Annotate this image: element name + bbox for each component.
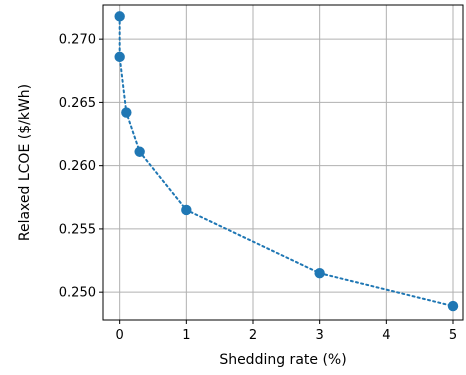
x-tick-label: 4 [382, 328, 390, 343]
x-tick-label: 5 [449, 328, 457, 343]
data-point [114, 11, 125, 22]
x-tick-label: 0 [116, 328, 124, 343]
plot-frame [102, 4, 464, 321]
y-tick-label: 0.260 [59, 159, 96, 174]
data-point [134, 146, 145, 157]
x-axis-label: Shedding rate (%) [219, 352, 346, 368]
data-point [114, 51, 125, 63]
y-tick-label: 0.255 [59, 222, 96, 237]
data-point [447, 300, 459, 312]
ticks: 0 1 2 3 4 5 0.250 0.255 0.260 0.265 0.270 [59, 33, 457, 343]
data-point [314, 267, 325, 279]
y-tick-label: 0.270 [59, 33, 96, 48]
data-point [121, 107, 132, 118]
series-layer [114, 11, 459, 312]
x-tick-label: 3 [316, 328, 324, 343]
y-tick-label: 0.250 [59, 286, 96, 301]
grid [103, 5, 463, 320]
x-tick-label: 1 [182, 328, 190, 343]
x-tick-label: 2 [249, 328, 257, 343]
y-axis-label: Relaxed LCOE ($/kWh) [17, 84, 33, 241]
y-tick-label: 0.265 [59, 96, 96, 111]
data-point [181, 204, 192, 216]
